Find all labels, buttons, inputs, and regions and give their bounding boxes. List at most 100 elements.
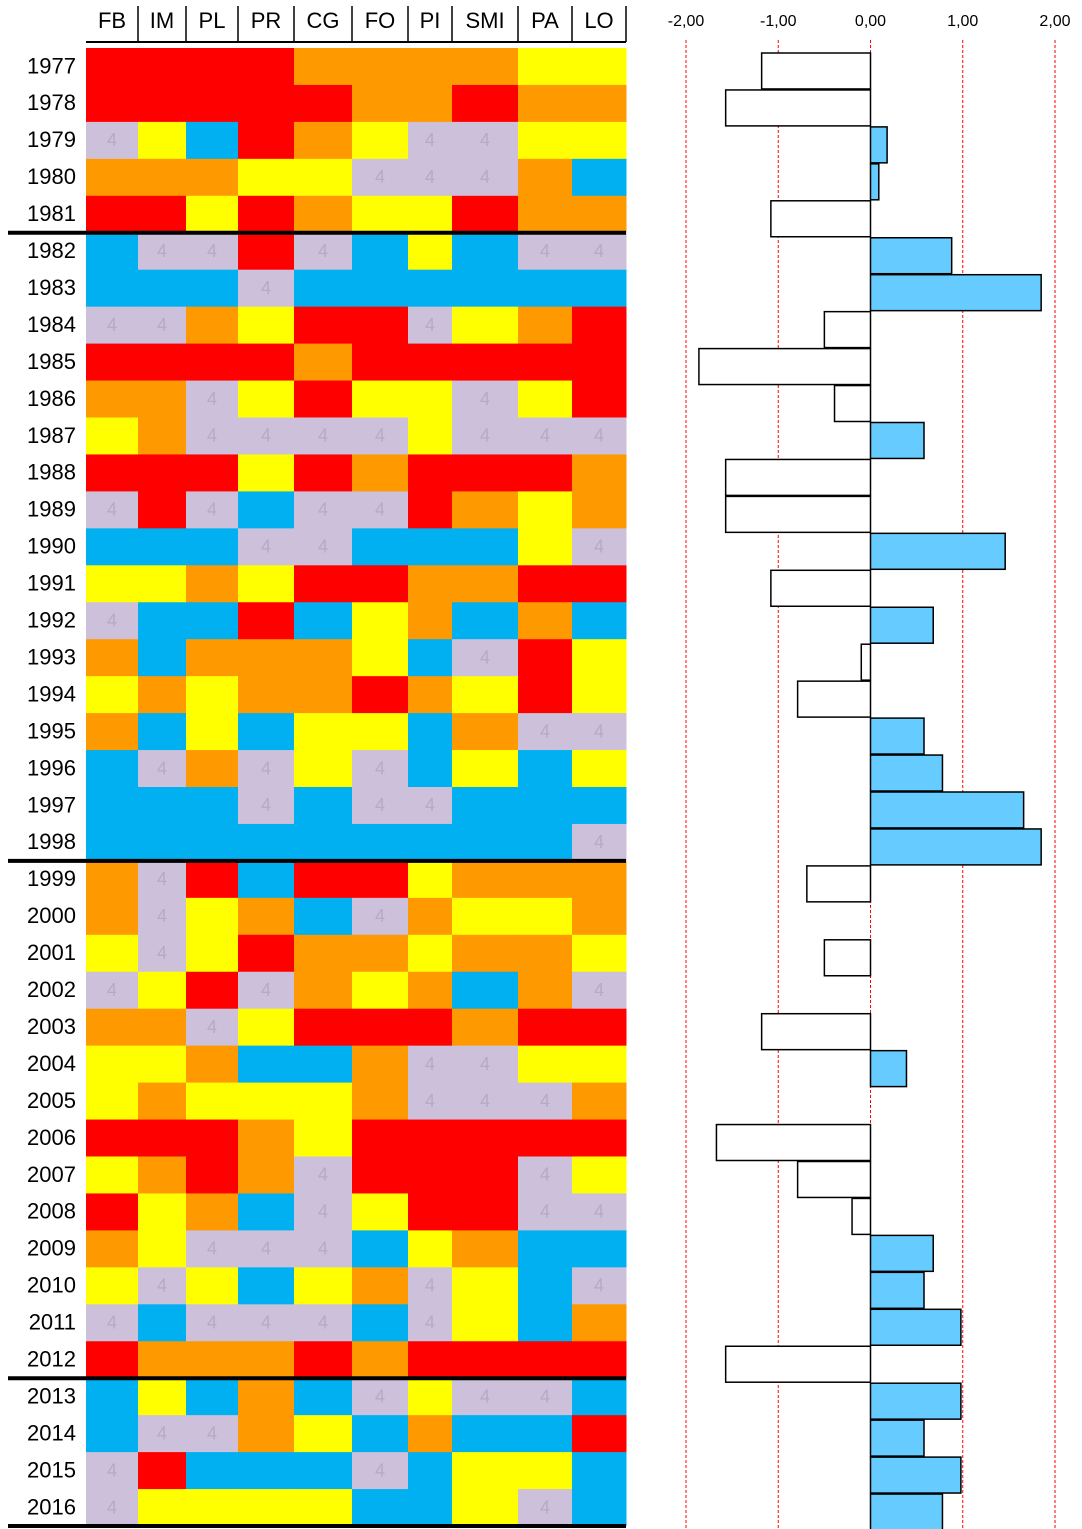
heat-cell [294,1156,353,1194]
heat-cell [186,934,239,973]
heat-cell [294,1489,353,1527]
heat-cell [452,195,519,234]
heat-cell [572,158,627,197]
cell-label: 4 [261,1313,271,1333]
heat-cell [352,1119,409,1157]
heat-cell [186,84,239,123]
heat-cell [86,195,139,234]
heat-cell [294,1267,353,1305]
cell-label: 4 [318,1165,328,1185]
heat-cell [294,1082,353,1121]
heat-cell [86,454,139,492]
heat-cell [352,1082,409,1121]
heat-cell [572,1119,627,1157]
year-label: 1978 [27,90,76,115]
heat-cell [86,158,139,197]
heat-cell [408,1045,453,1084]
bar [770,200,872,238]
heat-cell [138,121,187,160]
cell-label: 4 [107,500,117,520]
year-label: 1979 [27,127,76,152]
bar [806,865,872,903]
heat-cell [452,1045,519,1084]
year-label: 1988 [27,460,76,485]
heat-cell [238,1230,295,1268]
heat-cell [294,417,353,455]
cell-label: 4 [261,1239,271,1259]
heat-cell [452,84,519,123]
heat-cell [352,1230,409,1268]
year-label: 1990 [27,534,76,559]
year-label: 1996 [27,755,76,780]
heat-cell [294,380,353,418]
year-label: 2015 [27,1457,76,1482]
year-label: 2000 [27,903,76,928]
bar [869,717,925,755]
heat-cell [572,306,627,345]
heat-cell [452,676,519,714]
cell-label: 4 [318,1239,328,1259]
heat-cell [518,380,573,418]
heat-cell [186,121,239,160]
cell-label: 4 [261,426,271,446]
heat-cell [238,48,295,86]
heat-cell [238,417,295,455]
heat-cell [572,48,627,86]
heat-cell [572,676,627,714]
heat-cell [238,121,295,160]
heat-cell [352,48,409,86]
cell-label: 4 [594,537,604,557]
x-tick-label: 1,00 [947,13,978,30]
heat-cell [294,860,353,899]
column-label: IM [150,8,174,33]
bar [869,1234,934,1273]
heat-cell [408,823,453,862]
heat-cell [572,269,627,308]
heat-cell [138,1082,187,1121]
heat-cell [572,713,627,751]
heat-cell [86,860,139,899]
heat-cell [352,823,409,862]
heat-cell [138,1378,187,1416]
heat-cell [138,491,187,529]
cell-label: 4 [425,1276,435,1296]
bar [760,1012,872,1051]
heat-cell [186,1304,239,1342]
heat-cell [138,823,187,862]
cell-label: 4 [375,1386,385,1406]
cell-label: 4 [594,426,604,446]
cell-label: 4 [107,315,117,335]
heat-cell [186,1341,239,1379]
heat-cell [408,639,453,677]
heat-cell [518,158,573,197]
year-label: 2014 [27,1420,76,1445]
heat-cell [572,934,627,973]
heat-cell [352,1304,409,1342]
heat-cell [518,1267,573,1305]
bar [869,126,888,164]
heat-cell [294,1008,353,1047]
year-label: 2006 [27,1125,76,1150]
heat-cell [408,380,453,418]
heat-cell [138,787,187,825]
heat-cell [86,1045,139,1084]
heat-cell [572,121,627,160]
heat-cell [352,1341,409,1379]
heat-cell [138,565,187,603]
heat-cell [86,1415,139,1453]
heat-cell [518,1304,573,1342]
bar [869,1049,908,1088]
heat-cell [452,565,519,603]
heat-cell [238,528,295,566]
heat-cell [518,48,573,86]
heat-cell [352,417,409,455]
heat-cell [452,1452,519,1490]
cell-label: 4 [157,906,167,926]
cell-label: 4 [157,1423,167,1443]
heat-cell [572,823,627,862]
heat-cell [518,713,573,751]
heat-cell [572,343,627,382]
cell-label: 4 [261,537,271,557]
heat-cell [572,1008,627,1047]
heat-cell [352,639,409,677]
